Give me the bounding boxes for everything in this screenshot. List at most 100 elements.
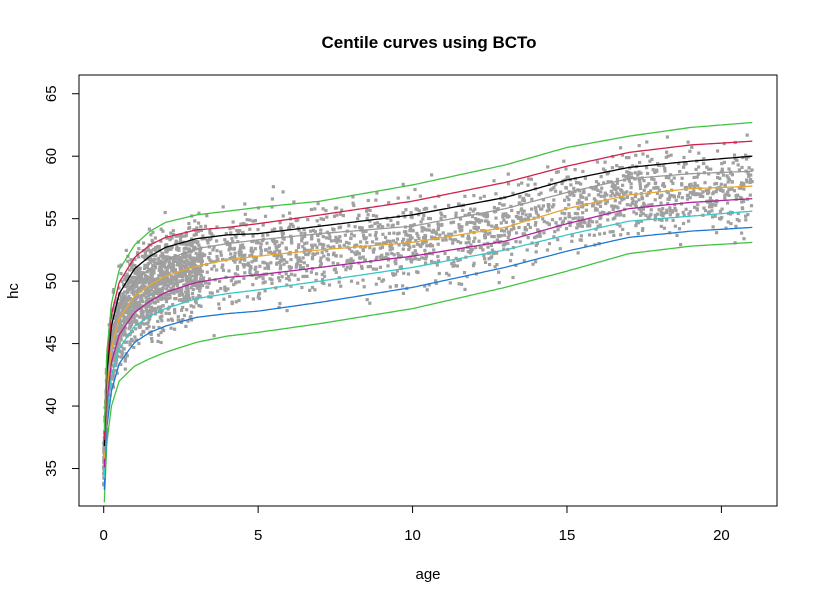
- data-point: [409, 260, 414, 264]
- data-point: [242, 246, 246, 250]
- data-point: [349, 264, 353, 268]
- data-point: [547, 205, 551, 209]
- data-point: [136, 266, 140, 270]
- data-point: [130, 262, 134, 266]
- data-point: [402, 271, 406, 275]
- data-point: [137, 295, 142, 299]
- data-point: [362, 285, 366, 289]
- data-point: [217, 306, 221, 310]
- data-point: [605, 200, 609, 204]
- data-point: [427, 216, 431, 220]
- data-point: [174, 279, 179, 284]
- data-point: [397, 243, 401, 247]
- data-point: [600, 186, 604, 190]
- data-point: [466, 213, 470, 217]
- data-point: [299, 231, 303, 235]
- data-point: [425, 228, 430, 232]
- data-point: [117, 349, 121, 353]
- data-point: [550, 178, 554, 182]
- data-point: [373, 234, 378, 238]
- data-point: [436, 226, 441, 230]
- data-point: [500, 229, 504, 233]
- data-point: [407, 243, 411, 247]
- data-point: [194, 301, 198, 305]
- data-point: [168, 265, 172, 269]
- data-point: [301, 236, 305, 240]
- data-point: [625, 195, 629, 199]
- data-point: [147, 278, 151, 282]
- data-point: [477, 220, 482, 224]
- data-point: [250, 253, 254, 257]
- data-point: [147, 294, 151, 298]
- data-point: [510, 252, 514, 256]
- data-point: [197, 211, 201, 215]
- data-point: [417, 209, 421, 213]
- data-point: [165, 255, 169, 259]
- data-point: [199, 228, 204, 233]
- data-point: [578, 238, 582, 242]
- data-point: [129, 317, 133, 321]
- data-point: [649, 189, 653, 193]
- data-point: [360, 266, 364, 270]
- data-point: [749, 177, 753, 182]
- data-point: [141, 310, 145, 314]
- data-point: [257, 275, 261, 279]
- data-point: [157, 244, 161, 249]
- data-point: [437, 271, 441, 276]
- data-point: [338, 235, 342, 239]
- data-point: [155, 282, 159, 286]
- data-point: [301, 274, 305, 279]
- data-point: [577, 216, 581, 220]
- data-point: [348, 259, 352, 263]
- data-point: [662, 226, 666, 230]
- data-point: [676, 195, 681, 199]
- data-point: [112, 374, 116, 378]
- data-point: [270, 238, 274, 242]
- data-point: [602, 194, 606, 198]
- data-point: [460, 248, 464, 252]
- data-point: [115, 336, 119, 340]
- data-point: [454, 211, 458, 215]
- data-point: [111, 290, 115, 294]
- data-point: [310, 234, 314, 238]
- data-point: [311, 255, 315, 259]
- data-point: [390, 247, 395, 251]
- data-point: [316, 251, 320, 255]
- data-point: [239, 222, 243, 226]
- data-point: [212, 245, 216, 249]
- data-point: [696, 184, 700, 188]
- data-point: [131, 281, 135, 285]
- data-point: [456, 202, 461, 207]
- data-point: [667, 176, 671, 180]
- data-point: [636, 232, 640, 236]
- data-point: [429, 244, 433, 248]
- centile-curve-c90: [103, 155, 753, 447]
- data-point: [149, 279, 153, 283]
- data-point: [266, 265, 270, 269]
- data-point: [183, 246, 187, 250]
- data-point: [368, 208, 372, 212]
- data-point: [351, 201, 355, 205]
- data-point: [390, 243, 394, 247]
- data-point: [129, 325, 133, 329]
- data-point: [498, 202, 502, 206]
- data-point: [114, 324, 119, 328]
- data-point: [205, 214, 209, 218]
- data-point: [644, 185, 648, 189]
- data-point: [505, 226, 509, 231]
- data-point: [163, 210, 167, 215]
- data-point: [146, 248, 150, 252]
- data-point: [277, 271, 282, 275]
- data-point: [366, 265, 370, 269]
- data-point: [486, 223, 490, 227]
- data-point: [599, 175, 603, 179]
- data-point: [357, 251, 361, 255]
- data-point: [233, 272, 237, 276]
- data-point: [598, 223, 602, 227]
- data-point: [590, 220, 595, 224]
- data-point: [211, 234, 215, 238]
- data-point: [257, 292, 261, 296]
- data-point: [301, 245, 305, 249]
- data-point: [664, 155, 668, 159]
- data-point: [164, 234, 169, 238]
